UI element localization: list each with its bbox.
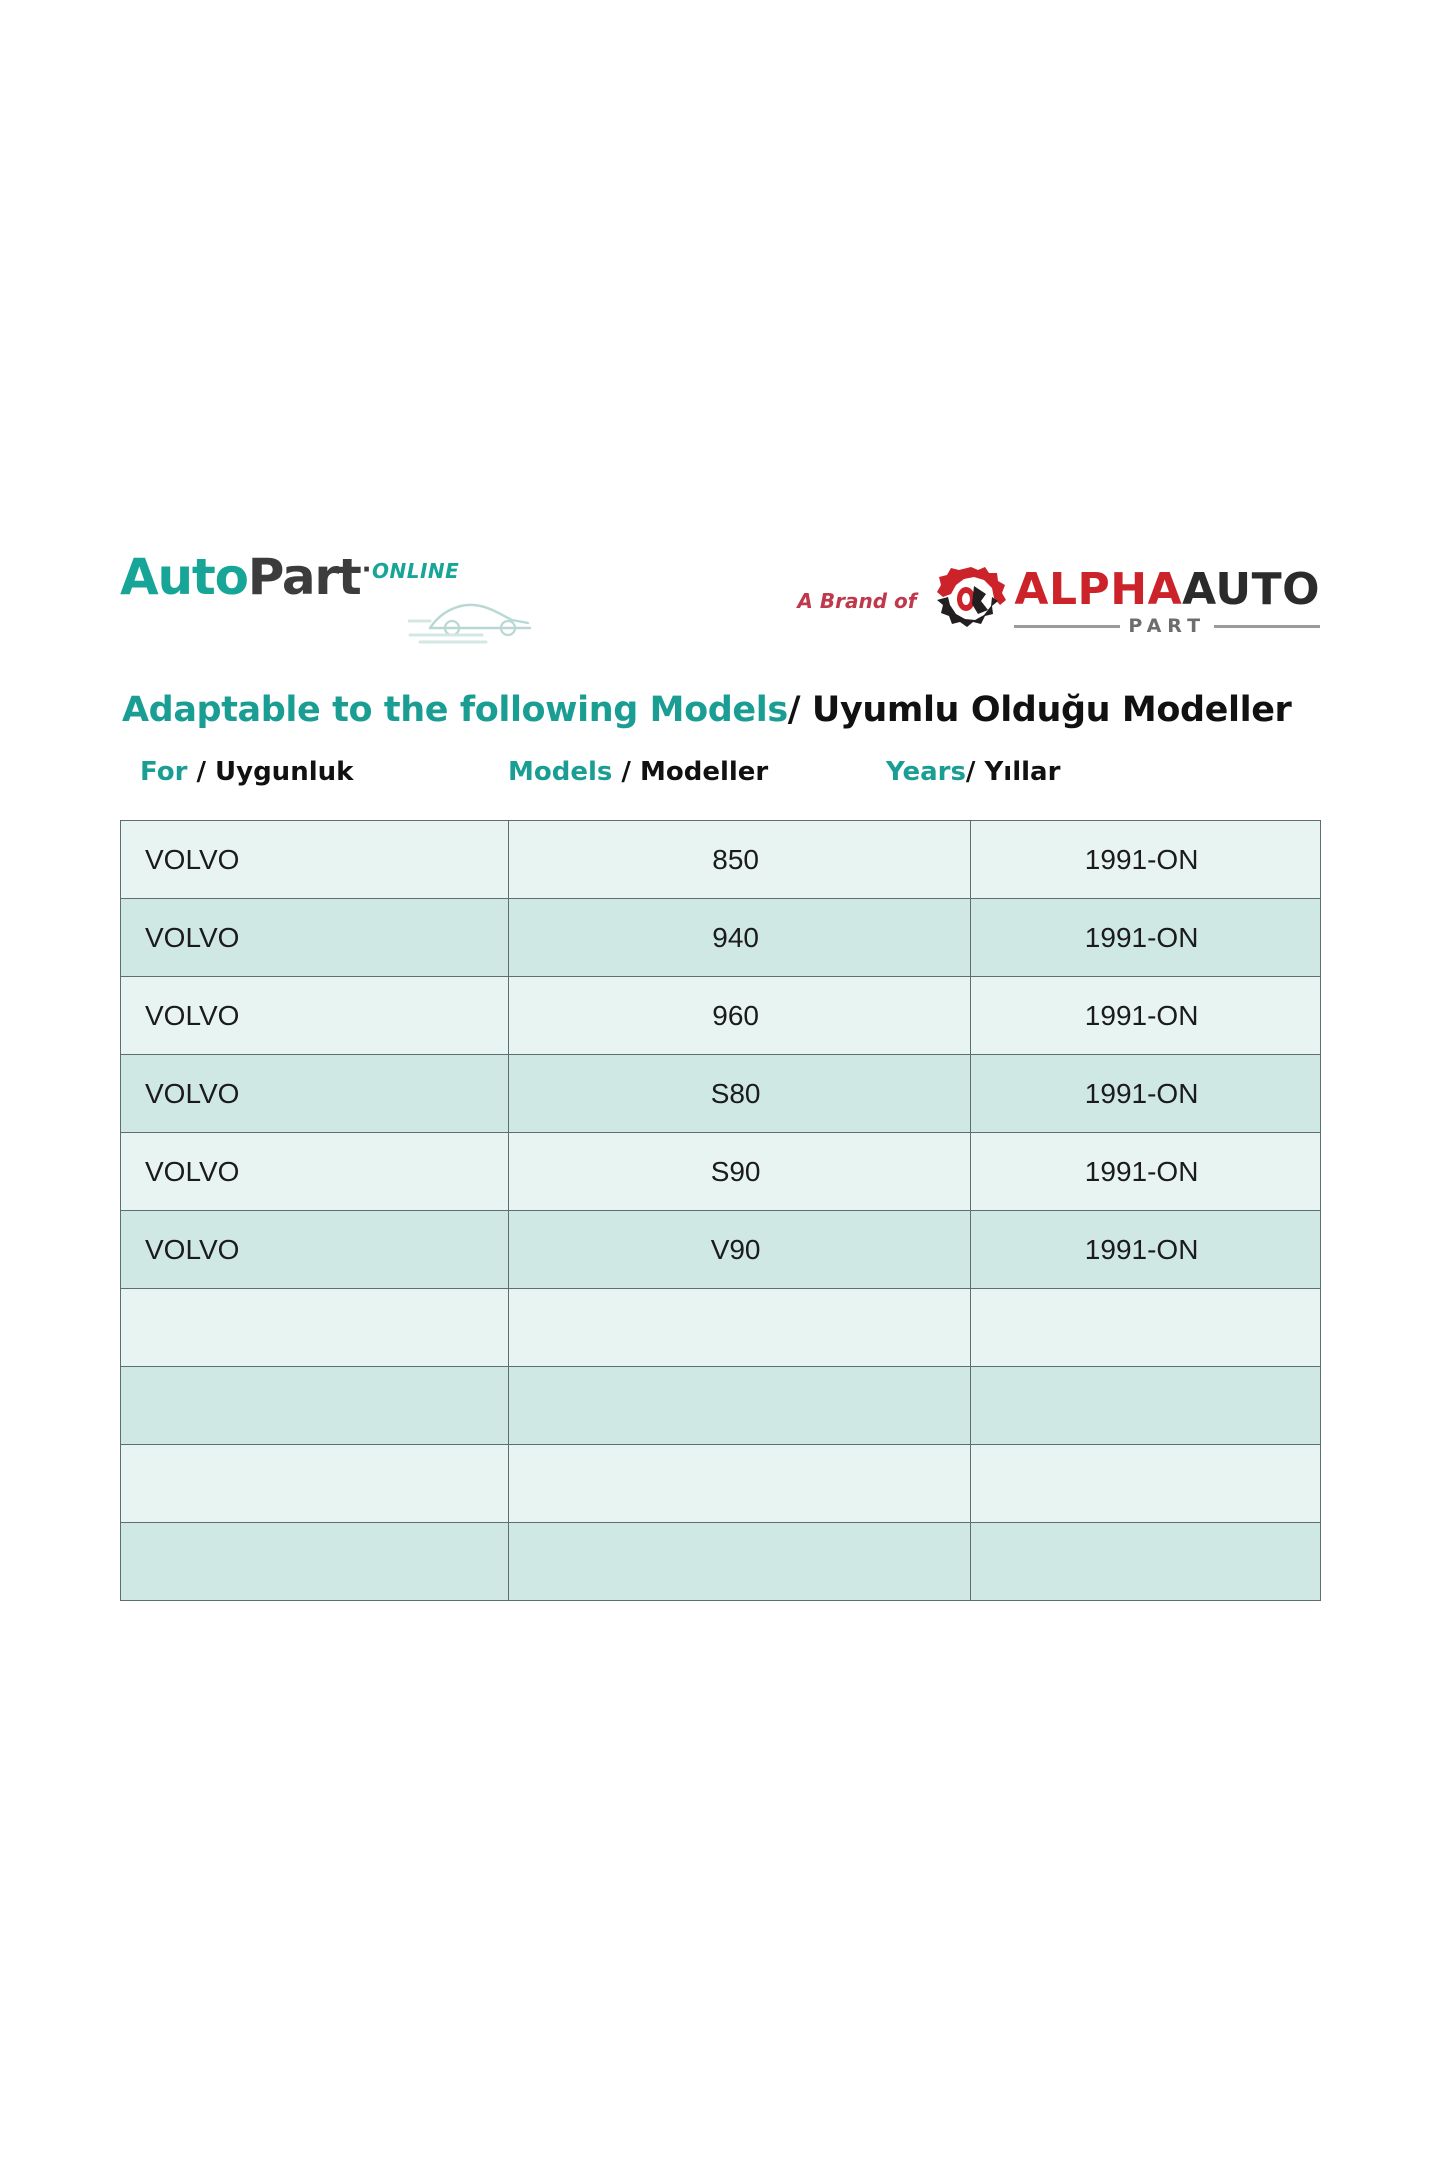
table-row: VOLVO S90 1991-ON	[120, 1132, 1321, 1211]
column-header-for-turkish: / Uygunluk	[187, 757, 354, 787]
table-row: VOLVO V90 1991-ON	[120, 1210, 1321, 1289]
cell-for	[120, 1366, 509, 1445]
cell-model	[508, 1288, 971, 1367]
part-rule-right	[1214, 624, 1321, 628]
cell-years: 1991-ON	[970, 820, 1321, 899]
column-header-years-turkish: / Yıllar	[965, 757, 1061, 787]
table-row: VOLVO 850 1991-ON	[120, 820, 1321, 899]
table-row: VOLVO 940 1991-ON	[120, 898, 1321, 977]
cell-for	[120, 1288, 509, 1367]
column-header-models-turkish: / Modeller	[612, 757, 769, 787]
cell-years	[970, 1366, 1321, 1445]
cell-years: 1991-ON	[970, 1132, 1321, 1211]
column-header-models-english: Models	[508, 757, 613, 787]
cell-for: VOLVO	[120, 1132, 509, 1211]
cell-for: VOLVO	[120, 1054, 509, 1133]
alpha-word-auto: AUTO	[1182, 563, 1320, 615]
cell-model	[508, 1444, 971, 1523]
autopart-online-tag: ·ONLINE	[362, 555, 460, 585]
cell-model: S80	[508, 1054, 971, 1133]
cell-for: VOLVO	[120, 976, 509, 1055]
alpha-wordmark: ALPHAAUTO PART	[1014, 563, 1321, 637]
table-row: VOLVO 960 1991-ON	[120, 976, 1321, 1055]
cell-model: S90	[508, 1132, 971, 1211]
cell-model: 940	[508, 898, 971, 977]
a-brand-of-label: A Brand of	[797, 589, 917, 613]
cell-model	[508, 1522, 971, 1601]
table-row	[120, 1444, 1321, 1523]
part-rule-left	[1014, 624, 1121, 628]
gear-alpha-icon	[934, 564, 1008, 638]
alpha-auto-part-logo: A Brand of ALPHAAUTO	[797, 556, 1321, 646]
cell-model: 850	[508, 820, 971, 899]
autopart-dot: ·	[361, 555, 372, 585]
table-row	[120, 1522, 1321, 1601]
alpha-word-alpha: ALPHA	[1014, 563, 1183, 615]
car-swoosh-icon	[408, 603, 532, 644]
cell-for	[120, 1444, 509, 1523]
column-header-years-english: Years	[886, 757, 966, 787]
cell-model: V90	[508, 1210, 971, 1289]
cell-for	[120, 1522, 509, 1601]
column-headers: For / Uygunluk Models / Modeller Years/ …	[120, 757, 1320, 805]
cell-model	[508, 1366, 971, 1445]
page-title-english: Adaptable to the following Models	[122, 690, 788, 730]
column-header-years: Years/ Yıllar	[886, 757, 1060, 787]
autopart-word-auto: Auto	[120, 548, 249, 606]
autopart-online-logo: AutoPart ·ONLINE	[120, 548, 459, 648]
alpha-part-row: PART	[1014, 614, 1321, 637]
page-title-turkish: / Uyumlu Olduğu Modeller	[787, 690, 1292, 730]
table-row	[120, 1366, 1321, 1445]
cell-years: 1991-ON	[970, 898, 1321, 977]
alpha-words-row: ALPHAAUTO	[1014, 563, 1320, 615]
column-header-models: Models / Modeller	[508, 757, 768, 787]
header: AutoPart ·ONLINE A Brand of	[120, 548, 1321, 658]
cell-model: 960	[508, 976, 971, 1055]
cell-years	[970, 1522, 1321, 1601]
page-title: Adaptable to the following Models/ Uyuml…	[122, 690, 1292, 730]
autopart-word-part: Part	[247, 548, 362, 606]
cell-years: 1991-ON	[970, 976, 1321, 1055]
table-row	[120, 1288, 1321, 1367]
autopart-online-word: ONLINE	[371, 559, 460, 583]
table-row: VOLVO S80 1991-ON	[120, 1054, 1321, 1133]
cell-for: VOLVO	[120, 1210, 509, 1289]
fitment-table: VOLVO 850 1991-ON VOLVO 940 1991-ON VOLV…	[120, 820, 1321, 1601]
column-header-for: For / Uygunluk	[140, 757, 353, 787]
column-header-for-english: For	[140, 757, 188, 787]
alpha-word-part: PART	[1128, 614, 1207, 637]
cell-years: 1991-ON	[970, 1210, 1321, 1289]
cell-for: VOLVO	[120, 820, 509, 899]
fitment-table-body: VOLVO 850 1991-ON VOLVO 940 1991-ON VOLV…	[120, 820, 1321, 1601]
cell-years	[970, 1444, 1321, 1523]
cell-years	[970, 1288, 1321, 1367]
autopart-wordmark: AutoPart	[120, 548, 362, 606]
cell-for: VOLVO	[120, 898, 509, 977]
cell-years: 1991-ON	[970, 1054, 1321, 1133]
